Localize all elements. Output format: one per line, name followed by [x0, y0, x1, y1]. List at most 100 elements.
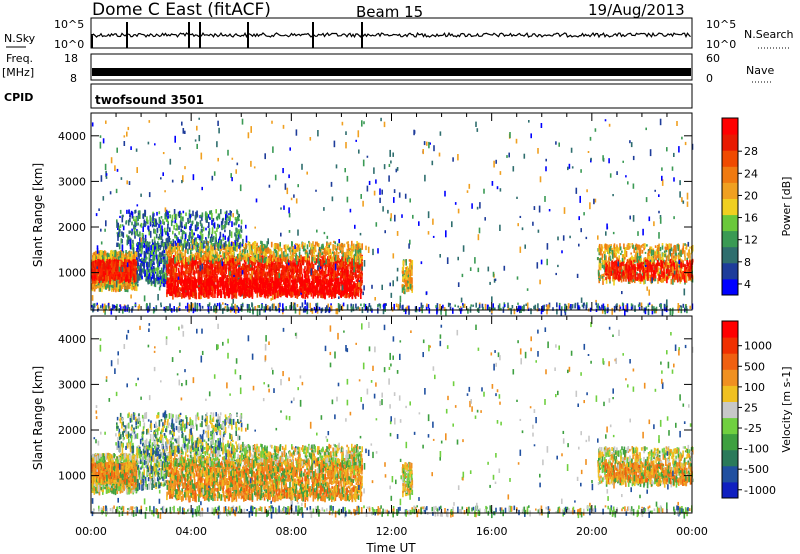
range-cell	[108, 271, 110, 276]
range-cell	[352, 276, 355, 280]
range-cell	[304, 270, 306, 278]
range-cell	[283, 279, 286, 285]
range-cell	[225, 268, 227, 275]
freq-tick-top: 18	[64, 52, 78, 65]
range-cell	[136, 281, 139, 284]
range-cell	[112, 251, 115, 256]
range-cell	[133, 273, 135, 281]
range-cell	[167, 266, 170, 272]
range-cell	[140, 263, 143, 266]
range-cell	[130, 284, 133, 291]
range-cell	[99, 260, 102, 266]
range-cell	[224, 273, 227, 279]
range-cell	[117, 259, 119, 263]
range-cell	[298, 251, 301, 258]
range-cell	[190, 249, 192, 255]
range-cell	[165, 277, 167, 285]
range-cell	[242, 264, 244, 268]
range-cell	[133, 266, 135, 270]
range-cell	[134, 271, 136, 275]
range-cell	[95, 286, 98, 290]
range-cell	[200, 266, 202, 273]
range-cell	[248, 258, 251, 262]
range-cell	[134, 262, 137, 266]
range-cell	[307, 271, 309, 277]
range-cell	[125, 253, 127, 258]
freq-frame	[90, 53, 693, 81]
range-cell	[336, 262, 338, 267]
range-cell	[212, 258, 214, 264]
range-cell	[159, 279, 162, 286]
range-cell	[103, 271, 105, 277]
range-cell	[223, 252, 226, 259]
range-cell	[111, 275, 113, 279]
range-cell	[272, 251, 274, 256]
range-cell	[279, 254, 281, 258]
range-cell	[116, 251, 119, 254]
range-cell	[120, 277, 123, 281]
range-cell	[122, 272, 125, 277]
range-cell	[295, 274, 298, 278]
range-cell	[199, 263, 202, 266]
range-cell	[351, 260, 353, 268]
range-cell	[139, 264, 142, 270]
range-cell	[251, 255, 253, 262]
range-cell	[179, 276, 181, 279]
range-cell	[335, 252, 338, 255]
range-cell	[349, 264, 351, 270]
range-cell	[285, 257, 287, 262]
range-cell	[324, 253, 326, 257]
range-cell	[199, 292, 201, 300]
range-cell	[150, 260, 152, 267]
range-cell	[131, 271, 133, 277]
range-cell	[266, 258, 268, 265]
range-cell	[109, 261, 112, 267]
range-cell	[160, 278, 163, 282]
range-cell	[110, 251, 112, 258]
range-cell	[124, 265, 126, 269]
range-cell	[92, 269, 94, 273]
range-cell	[120, 252, 123, 258]
range-cell	[337, 265, 340, 269]
range-cell	[296, 271, 298, 276]
range-cell	[149, 276, 151, 281]
range-cell	[96, 261, 98, 267]
range-cell	[289, 255, 291, 260]
range-cell	[291, 241, 293, 247]
range-cell	[194, 264, 197, 270]
range-cell	[151, 263, 153, 270]
range-cell	[348, 257, 350, 260]
range-cell	[266, 248, 268, 254]
range-cell	[325, 245, 327, 250]
range-cell	[141, 257, 143, 261]
range-cell	[277, 252, 279, 255]
range-cell	[155, 267, 158, 272]
range-cell	[359, 287, 362, 293]
range-cell	[143, 264, 145, 271]
range-cell	[158, 259, 161, 267]
range-cell	[154, 249, 157, 254]
range-cell	[235, 271, 238, 275]
cpid-frame	[90, 83, 693, 109]
range-cell	[248, 262, 251, 267]
range-cell	[98, 259, 100, 266]
range-cell	[243, 257, 246, 261]
range-cell	[354, 265, 356, 272]
nsearch-tick-top: 10^5	[706, 18, 736, 31]
range-cell	[260, 257, 263, 263]
range-cell	[154, 280, 157, 288]
range-cell	[128, 283, 130, 290]
range-cell	[136, 273, 139, 279]
range-cell	[100, 269, 103, 276]
range-cell	[117, 251, 120, 257]
range-cell	[235, 293, 238, 299]
range-cell	[111, 282, 113, 286]
range-cell	[337, 255, 339, 261]
range-cell	[130, 253, 133, 259]
range-cell	[214, 255, 216, 258]
range-cell	[189, 266, 191, 272]
nsky-line	[91, 31, 691, 39]
range-cell	[165, 275, 168, 281]
range-cell	[125, 274, 128, 281]
range-cell	[318, 254, 321, 257]
